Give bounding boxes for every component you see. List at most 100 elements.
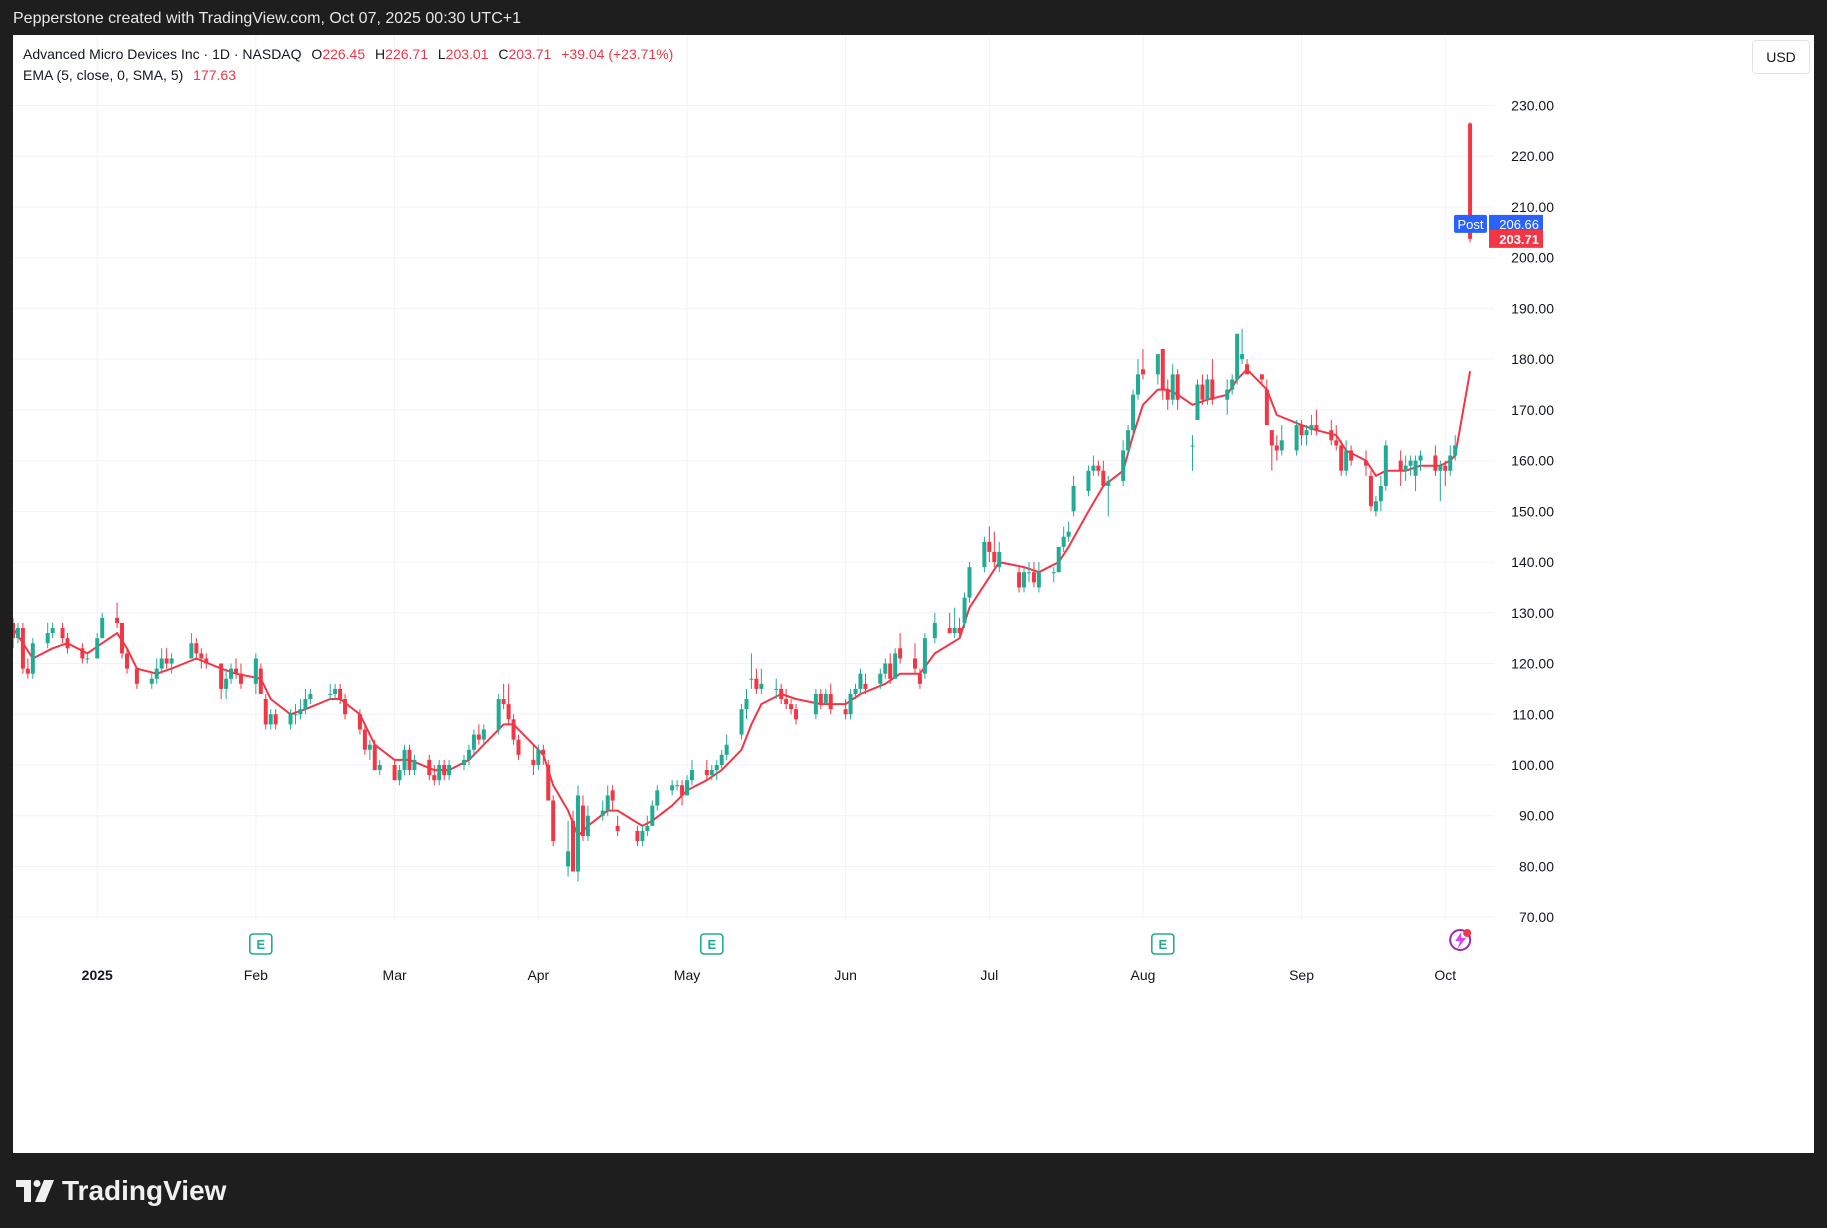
y-tick-label: 230.00 xyxy=(1511,98,1554,114)
candle-body xyxy=(962,597,967,623)
candle-body xyxy=(585,815,590,837)
legend-symbol[interactable]: Advanced Micro Devices Inc · 1D · NASDAQ xyxy=(23,46,302,62)
candle-body xyxy=(159,658,164,669)
earnings-marker-label: E xyxy=(707,937,716,952)
candle-body xyxy=(1131,394,1136,431)
post-market-tag xyxy=(1454,214,1487,233)
candle-body xyxy=(982,541,987,568)
candle-body xyxy=(1368,475,1373,507)
legend-high-label: H xyxy=(375,46,386,62)
candle-body xyxy=(134,668,139,684)
candle-body xyxy=(1036,572,1041,588)
candle-body xyxy=(704,770,709,776)
candle-body xyxy=(1373,501,1378,512)
gridlines xyxy=(13,35,1494,919)
earnings-marker xyxy=(699,933,724,955)
candle-body xyxy=(724,744,729,755)
candle-body xyxy=(149,678,154,684)
candle-body xyxy=(823,693,828,705)
tradingview-logo[interactable]: TradingView xyxy=(16,1175,226,1207)
candle-body xyxy=(253,658,258,684)
post-market-price-label: 206.66 xyxy=(1499,217,1539,232)
candle-body xyxy=(1433,455,1438,471)
legend-ohlc-row: Advanced Micro Devices Inc · 1D · NASDAQ… xyxy=(23,44,673,65)
candle-body xyxy=(224,678,229,689)
legend-open-label: O xyxy=(311,46,323,62)
candle-body xyxy=(541,749,546,755)
legend-indicator-value: 177.63 xyxy=(193,67,236,83)
y-tick-label: 80.00 xyxy=(1519,858,1554,874)
candle-body xyxy=(992,551,997,563)
legend-indicator-name[interactable]: EMA (5, close, 0, SMA, 5) xyxy=(23,67,184,83)
candle-body xyxy=(566,851,571,867)
candle-body xyxy=(1136,374,1141,395)
candle-body xyxy=(843,709,848,715)
currency-button[interactable]: USD xyxy=(1752,40,1810,74)
candle-body xyxy=(1091,465,1096,471)
candle-body xyxy=(1314,425,1319,431)
candle-body xyxy=(234,668,239,674)
candle-body xyxy=(615,825,620,831)
legend-indicator-row: EMA (5, close, 0, SMA, 5) 177.63 xyxy=(23,65,673,86)
candle-body xyxy=(1398,460,1403,471)
candle-body xyxy=(25,668,30,674)
candle-body xyxy=(1299,425,1304,436)
candle-body xyxy=(1274,445,1279,451)
lightning-icon xyxy=(1455,932,1467,949)
candle-body xyxy=(189,643,194,659)
candle-body xyxy=(65,638,70,649)
candle-body xyxy=(789,704,794,710)
candle-body xyxy=(1329,430,1334,441)
candle-body xyxy=(1126,430,1131,451)
candle-body xyxy=(818,693,823,705)
candle-body xyxy=(1344,450,1349,471)
candle-body xyxy=(893,653,898,679)
candle-body xyxy=(655,790,660,806)
candle-body xyxy=(600,810,605,816)
candle-body xyxy=(1339,445,1344,471)
candle-body xyxy=(1140,369,1145,375)
x-tick-label: Aug xyxy=(1131,967,1156,983)
candle-body xyxy=(506,704,511,720)
y-tick-label: 70.00 xyxy=(1519,909,1554,925)
candle-body xyxy=(1096,465,1101,471)
legend-close-label: C xyxy=(498,46,509,62)
candle-body xyxy=(1403,465,1408,471)
candle-body xyxy=(922,638,927,674)
candle-body xyxy=(531,759,536,765)
candle-body xyxy=(1264,389,1269,426)
candle-body xyxy=(1165,389,1170,400)
y-tick-label: 100.00 xyxy=(1511,757,1554,773)
candle-body xyxy=(987,541,992,552)
y-tick-label: 90.00 xyxy=(1519,808,1554,824)
candle-body xyxy=(1066,531,1071,537)
candle-body xyxy=(759,683,764,689)
candle-body xyxy=(774,688,779,690)
candle-body xyxy=(115,617,120,623)
candle-body xyxy=(605,795,610,811)
candle-body xyxy=(516,739,521,755)
candle-body xyxy=(258,668,263,694)
candle-body xyxy=(164,658,169,664)
price-axis[interactable]: 230.00 220.00 210.00 200.00 190.00 180.00 170.… xyxy=(1511,98,1554,926)
x-tick-label: Jul xyxy=(980,967,998,983)
candle-body xyxy=(680,785,685,796)
candle-body xyxy=(645,825,650,831)
candle-body xyxy=(714,764,719,771)
time-axis[interactable]: 2025 Feb Mar Apr May Jun Jul Aug Sep Oct xyxy=(82,967,1457,983)
chart-panel[interactable]: 230.00 220.00 210.00 200.00 190.00 180.00 170.… xyxy=(13,35,1814,1153)
candle-body xyxy=(407,749,412,771)
candle-body xyxy=(501,699,506,705)
candle-body xyxy=(1443,465,1448,471)
candle-body xyxy=(754,678,759,689)
candle-body xyxy=(80,648,85,659)
x-tick-label: Jun xyxy=(834,967,857,983)
price-chart[interactable]: 230.00 220.00 210.00 200.00 190.00 180.00 170.… xyxy=(13,35,1814,1153)
candle-body xyxy=(1408,460,1413,466)
lightning-marker-dot xyxy=(1463,929,1472,937)
candle-body xyxy=(45,633,50,644)
candle-body xyxy=(709,770,714,776)
candle-body xyxy=(1378,485,1383,502)
legend-low-label: L xyxy=(437,46,446,62)
